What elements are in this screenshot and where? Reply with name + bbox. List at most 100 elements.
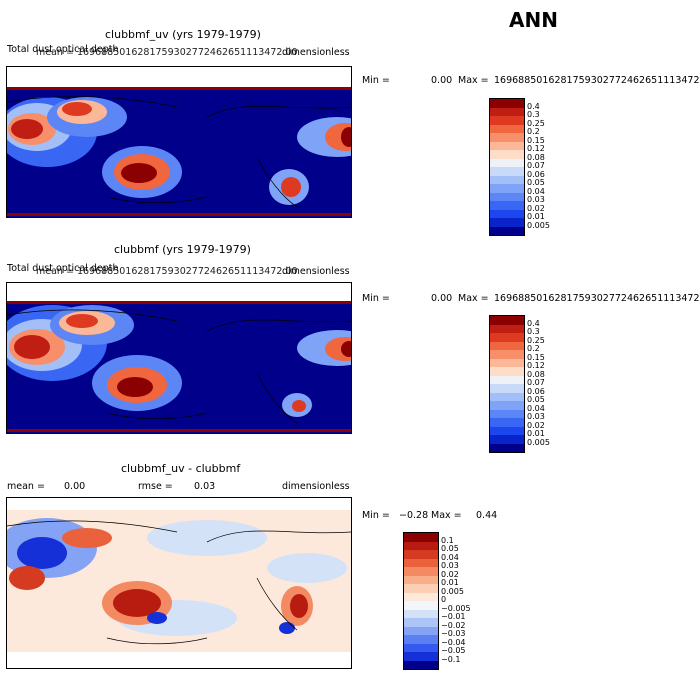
colorbar-swatch <box>489 140 525 150</box>
season-title: ANN <box>509 8 558 32</box>
colorbar-tick-label: 0.4 <box>527 101 540 111</box>
colorbar-tick-label: 0.005 <box>441 586 464 596</box>
colorbar-swatch <box>489 357 525 367</box>
colorbar-swatch <box>489 408 525 418</box>
colorbar-swatch <box>403 659 439 670</box>
panel2-var-label: Total dust optical depth <box>7 263 119 274</box>
colorbar-swatch <box>403 642 439 652</box>
colorbar-tick-label: 0.02 <box>441 569 459 579</box>
colorbar-tick-label: −0.005 <box>441 603 471 613</box>
panel3-min-label: Min = <box>362 510 390 521</box>
panel2-map <box>6 282 352 434</box>
colorbar-tick-label: 0.06 <box>527 386 545 396</box>
colorbar-swatch <box>489 123 525 133</box>
colorbar-swatch <box>403 532 439 542</box>
colorbar-swatch <box>489 349 525 359</box>
colorbar-swatch <box>403 651 439 661</box>
colorbar-swatch <box>489 366 525 376</box>
colorbar-tick-label: −0.01 <box>441 612 466 621</box>
colorbar-swatch <box>403 540 439 550</box>
panel2-max-label: Max = <box>458 293 489 304</box>
panel3-map <box>6 497 352 669</box>
colorbar-tick-label: 0.1 <box>441 535 454 545</box>
panel1-map <box>6 66 352 218</box>
colorbar-tick-label: 0.01 <box>441 578 459 587</box>
colorbar-swatch <box>403 625 439 635</box>
colorbar-tick-label: 0.3 <box>527 327 540 336</box>
panel3-rmse-label: rmse = <box>138 481 173 492</box>
colorbar-tick-label: 0.15 <box>527 135 545 145</box>
colorbar-swatch <box>489 323 525 333</box>
colorbar-swatch <box>489 332 525 342</box>
colorbar-swatch <box>489 434 525 444</box>
colorbar-swatch <box>489 174 525 184</box>
colorbar-swatch <box>489 225 525 236</box>
panel3-rmse-value: 0.03 <box>194 481 216 492</box>
colorbar-swatch <box>403 557 439 567</box>
colorbar-tick-label: 0.02 <box>527 203 545 213</box>
colorbar-swatch <box>403 549 439 559</box>
colorbar-swatch <box>489 417 525 427</box>
colorbar-swatch <box>489 149 525 159</box>
colorbar-swatch <box>489 132 525 142</box>
panel1-colorbar: 0.005 0.01 0.02 0.03 0.04 0.05 0.06 0.07 0.08 0.1… <box>489 98 579 236</box>
colorbar-tick-label: 0.01 <box>527 212 545 221</box>
colorbar-swatch <box>489 183 525 193</box>
panel1-var-label: Total dust optical depth <box>7 44 119 55</box>
panel1-max-value: 1696885016281759302772462651113472.00 <box>494 75 700 86</box>
colorbar-tick-label: 0.25 <box>527 335 545 345</box>
colorbar-tick-label: 0.04 <box>527 403 545 413</box>
panel1-min-label: Min = <box>362 75 390 86</box>
colorbar-swatch <box>489 315 525 325</box>
panel1-units: dimensionless <box>282 47 350 58</box>
panel2-title: clubbmf (yrs 1979-1979) <box>114 243 251 256</box>
colorbar-tick-label: 0.08 <box>527 369 545 379</box>
colorbar-swatch <box>489 391 525 401</box>
colorbar-swatch <box>403 634 439 644</box>
panel3-title: clubbmf_uv - clubbmf <box>121 462 241 475</box>
panel1-min-value: 0.00 <box>431 75 453 86</box>
colorbar-swatch <box>489 191 525 201</box>
colorbar-swatch <box>489 383 525 393</box>
colorbar-swatch <box>489 400 525 410</box>
colorbar-tick-label: 0.06 <box>527 169 545 179</box>
colorbar-tick-label: 0.2 <box>527 127 540 136</box>
colorbar-swatch <box>489 425 525 435</box>
panel1-max-label: Max = <box>458 75 489 86</box>
colorbar-tick-label: 0.04 <box>441 552 459 562</box>
colorbar-tick-label: 0.05 <box>527 395 545 404</box>
colorbar-swatch <box>489 208 525 218</box>
panel3-max-value: 0.44 <box>476 510 498 521</box>
panel3-mean-value: 0.00 <box>64 481 86 492</box>
colorbar-swatch <box>489 98 525 108</box>
panel2-min-value: 0.00 <box>431 293 453 304</box>
colorbar-tick-label: 0.25 <box>527 118 545 128</box>
panel1-title: clubbmf_uv (yrs 1979-1979) <box>105 28 261 41</box>
colorbar-tick-label: 0.12 <box>527 144 545 153</box>
colorbar-tick-label: 0.05 <box>527 178 545 187</box>
panel2-max-value: 1696885016281759302772462651113472.00 <box>494 293 700 304</box>
colorbar-tick-label: −0.1 <box>441 654 461 664</box>
panel1-mean: mean = 169688501628175930277246265111347… <box>36 47 298 58</box>
colorbar-tick-label: 0 <box>441 595 447 604</box>
colorbar-swatch <box>403 574 439 584</box>
colorbar-swatch <box>489 340 525 350</box>
colorbar-tick-label: −0.03 <box>441 629 466 638</box>
panel3-max-label: Max = <box>431 510 462 521</box>
colorbar-tick-label: 0.03 <box>441 561 459 570</box>
panel2-mean: mean = 169688501628175930277246265111347… <box>36 266 298 277</box>
colorbar-swatch <box>403 583 439 593</box>
colorbar-tick-label: 0.12 <box>527 361 545 370</box>
colorbar-tick-label: 0.03 <box>527 412 545 421</box>
colorbar-tick-label: −0.05 <box>441 646 466 655</box>
colorbar-tick-label: 0.05 <box>441 544 459 553</box>
panel3-mean-label: mean = <box>7 481 45 492</box>
colorbar-tick-label: 0.4 <box>527 318 540 328</box>
colorbar-tick-label: 0.04 <box>527 186 545 196</box>
colorbar-swatch <box>489 106 525 116</box>
colorbar-tick-label: 0.3 <box>527 110 540 119</box>
panel3-units: dimensionless <box>282 481 350 492</box>
colorbar-tick-label: 0.07 <box>527 378 545 387</box>
colorbar-tick-label: 0.005 <box>527 220 550 230</box>
colorbar-tick-label: 0.02 <box>527 420 545 430</box>
